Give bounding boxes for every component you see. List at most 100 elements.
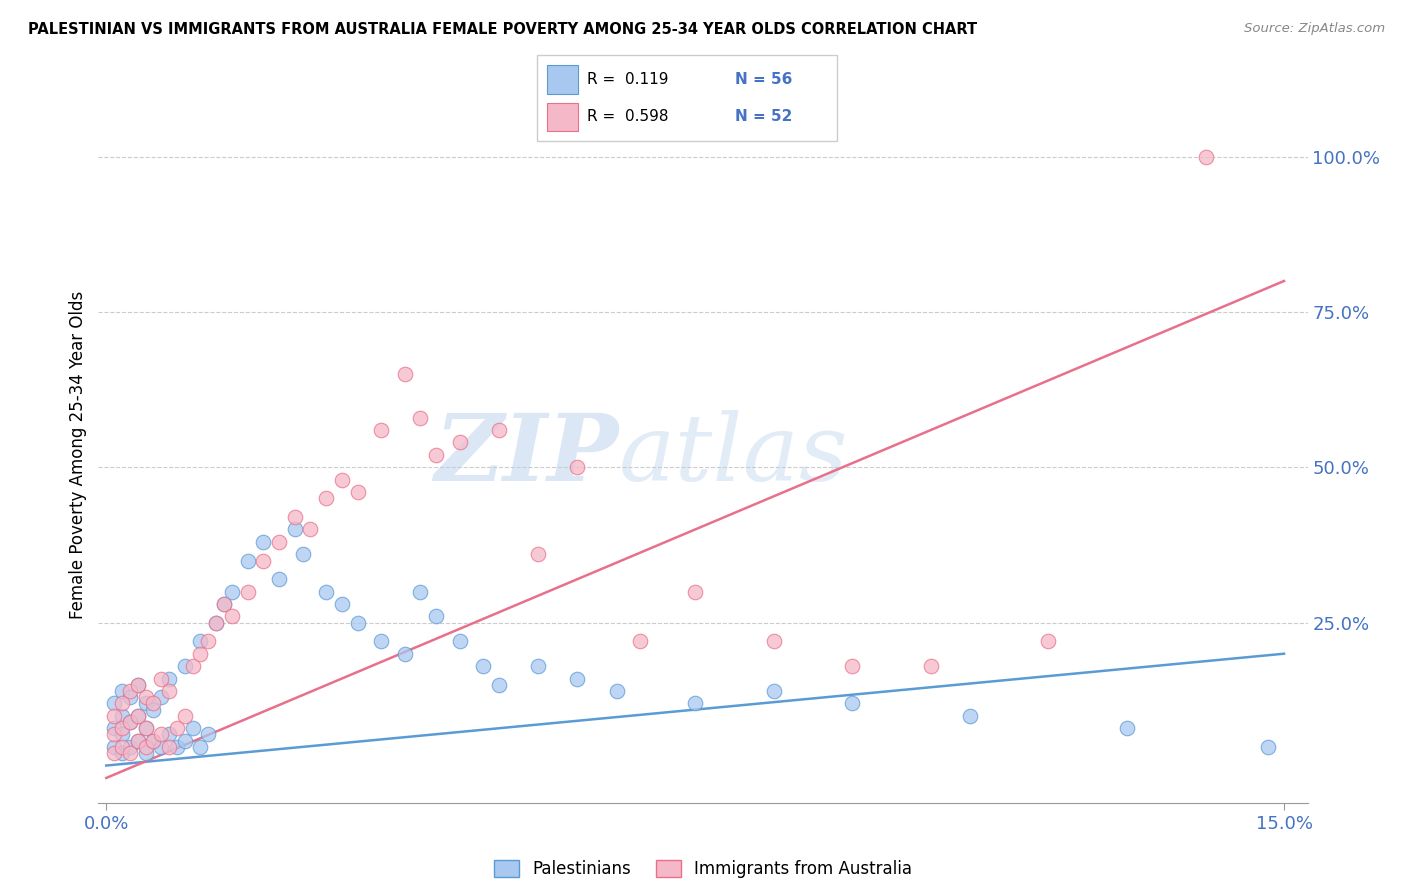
Point	[142, 703, 165, 717]
Point	[127, 733, 149, 747]
Point	[425, 448, 447, 462]
Point	[291, 547, 314, 561]
Point	[103, 746, 125, 760]
Point	[166, 721, 188, 735]
Point	[315, 491, 337, 506]
Text: Source: ZipAtlas.com: Source: ZipAtlas.com	[1244, 22, 1385, 36]
Point	[157, 684, 180, 698]
Point	[488, 423, 510, 437]
Point	[190, 647, 212, 661]
Point	[628, 634, 651, 648]
Point	[488, 678, 510, 692]
Point	[683, 584, 706, 599]
Point	[394, 367, 416, 381]
Point	[409, 584, 432, 599]
Point	[127, 708, 149, 723]
Point	[111, 746, 134, 760]
Point	[127, 708, 149, 723]
Point	[190, 634, 212, 648]
Point	[1257, 739, 1279, 754]
FancyBboxPatch shape	[547, 103, 578, 131]
Point	[173, 708, 195, 723]
Point	[173, 659, 195, 673]
Point	[330, 597, 353, 611]
Text: R =  0.598: R = 0.598	[586, 110, 668, 124]
Text: PALESTINIAN VS IMMIGRANTS FROM AUSTRALIA FEMALE POVERTY AMONG 25-34 YEAR OLDS CO: PALESTINIAN VS IMMIGRANTS FROM AUSTRALIA…	[28, 22, 977, 37]
Text: R =  0.119: R = 0.119	[586, 72, 668, 87]
Point	[527, 547, 550, 561]
Point	[118, 714, 141, 729]
Point	[841, 659, 863, 673]
Point	[135, 721, 157, 735]
Point	[284, 523, 307, 537]
Point	[111, 727, 134, 741]
Point	[190, 739, 212, 754]
Text: N = 52: N = 52	[735, 110, 793, 124]
Point	[425, 609, 447, 624]
Point	[762, 634, 785, 648]
Point	[472, 659, 495, 673]
Point	[157, 739, 180, 754]
Point	[181, 721, 204, 735]
Point	[150, 672, 173, 686]
Point	[205, 615, 228, 630]
Legend: Palestinians, Immigrants from Australia: Palestinians, Immigrants from Australia	[486, 854, 920, 885]
Point	[127, 678, 149, 692]
Point	[150, 739, 173, 754]
Point	[236, 584, 259, 599]
Point	[103, 697, 125, 711]
Y-axis label: Female Poverty Among 25-34 Year Olds: Female Poverty Among 25-34 Year Olds	[69, 291, 87, 619]
Point	[111, 708, 134, 723]
Point	[409, 410, 432, 425]
Point	[118, 739, 141, 754]
FancyBboxPatch shape	[547, 65, 578, 94]
Point	[841, 697, 863, 711]
Point	[567, 460, 589, 475]
Point	[449, 435, 471, 450]
Text: ZIP: ZIP	[434, 410, 619, 500]
Point	[762, 684, 785, 698]
Point	[118, 690, 141, 705]
Point	[920, 659, 942, 673]
Point	[284, 510, 307, 524]
Point	[135, 746, 157, 760]
Point	[111, 721, 134, 735]
Point	[449, 634, 471, 648]
Point	[111, 697, 134, 711]
Point	[118, 684, 141, 698]
Point	[221, 584, 243, 599]
Point	[370, 423, 392, 437]
Point	[330, 473, 353, 487]
Point	[103, 727, 125, 741]
Point	[346, 485, 368, 500]
Point	[103, 739, 125, 754]
Point	[197, 634, 219, 648]
Point	[252, 534, 274, 549]
Point	[267, 572, 290, 586]
Point	[212, 597, 235, 611]
Point	[111, 684, 134, 698]
Point	[150, 727, 173, 741]
Point	[394, 647, 416, 661]
Point	[135, 721, 157, 735]
Point	[103, 721, 125, 735]
Point	[346, 615, 368, 630]
Point	[567, 672, 589, 686]
Point	[1038, 634, 1060, 648]
Point	[1116, 721, 1139, 735]
Point	[142, 697, 165, 711]
Point	[299, 523, 322, 537]
Point	[135, 697, 157, 711]
Point	[1194, 150, 1216, 164]
Point	[221, 609, 243, 624]
Point	[135, 690, 157, 705]
Point	[118, 714, 141, 729]
Point	[181, 659, 204, 673]
Point	[111, 739, 134, 754]
Point	[212, 597, 235, 611]
FancyBboxPatch shape	[537, 55, 838, 141]
Point	[315, 584, 337, 599]
Point	[236, 553, 259, 567]
Point	[370, 634, 392, 648]
Point	[173, 733, 195, 747]
